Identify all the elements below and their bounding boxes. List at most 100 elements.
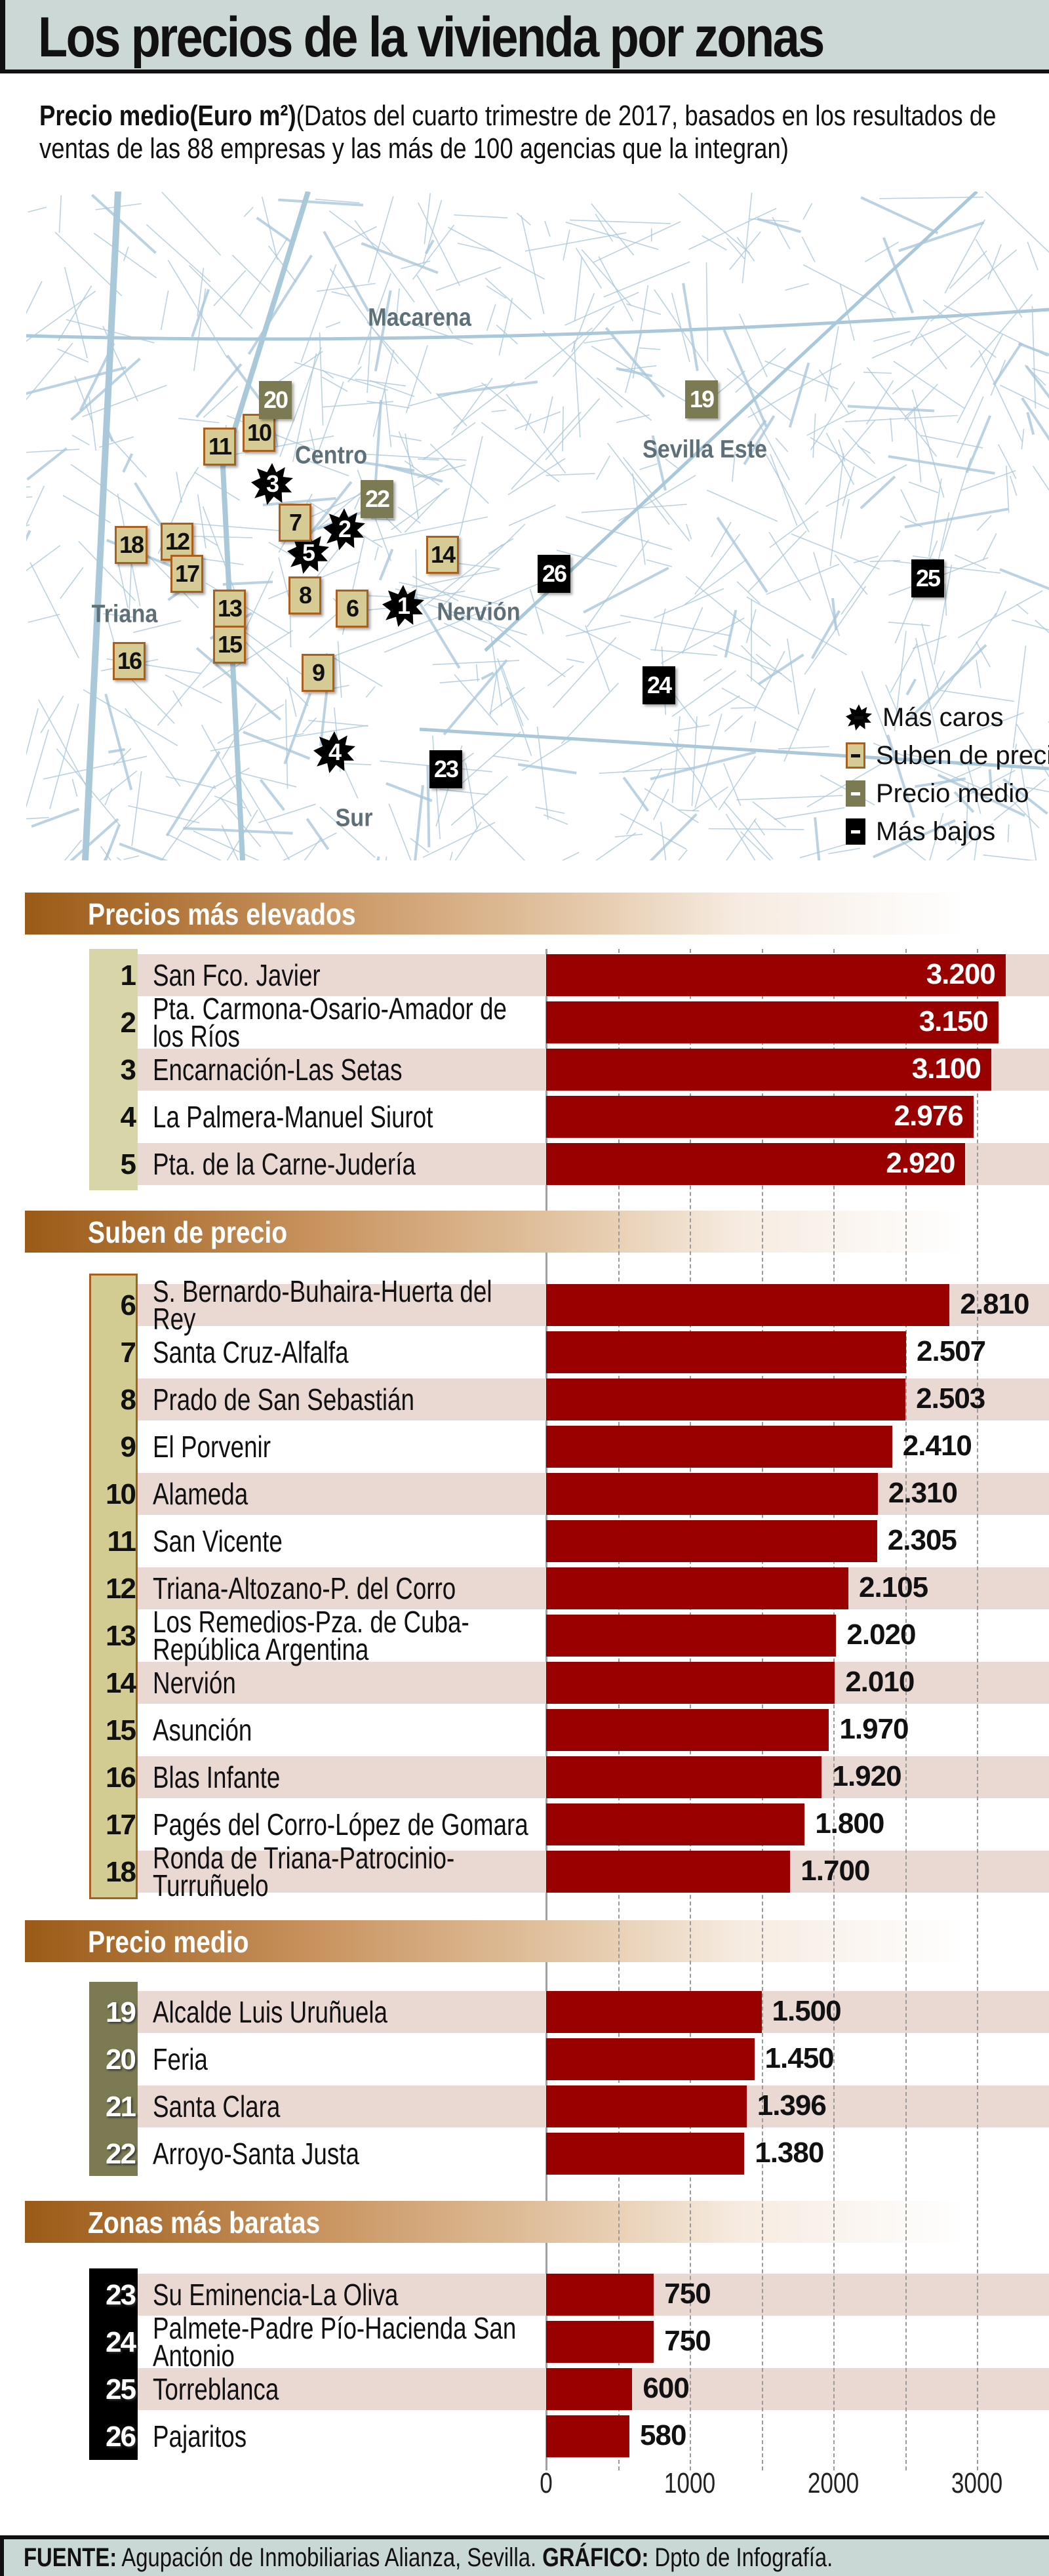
street-line [738, 313, 768, 378]
street-line [543, 814, 568, 825]
street-line [694, 714, 722, 808]
zone-label-text: Arroyo-Santa Justa [153, 2137, 359, 2171]
street-line [671, 670, 736, 717]
street-line [866, 367, 938, 457]
map-area-label: Nervión [437, 598, 521, 626]
street-line [26, 281, 43, 315]
street-line [665, 458, 681, 471]
street-line [768, 531, 812, 601]
street-line [802, 203, 813, 220]
street-line [1024, 364, 1046, 386]
street-line [873, 331, 911, 342]
street-line [492, 755, 530, 762]
street-line [871, 315, 970, 359]
street-line [300, 264, 337, 363]
street-line [113, 748, 132, 766]
street-line [1016, 603, 1029, 614]
street-line [334, 226, 377, 248]
value-label: 2.810 [960, 1288, 1029, 1320]
street-line [722, 329, 768, 428]
street-line [505, 393, 566, 474]
street-line [323, 401, 393, 408]
street-line [564, 291, 639, 326]
zone-label: Pta. Carmona-Osario-Amador de los Ríos [153, 994, 538, 1051]
street-line [870, 559, 901, 562]
map-marker: 16 [113, 642, 146, 680]
zone-label-text: Encarnación-Las Setas [153, 1053, 403, 1087]
x-tick-label: 2000 [807, 2467, 860, 2499]
street-line [454, 214, 507, 218]
gridline [833, 949, 835, 2470]
street-line [40, 695, 64, 733]
street-line [308, 460, 349, 477]
value-label: 2.305 [887, 1524, 957, 1556]
street-line [620, 813, 687, 850]
street-line [221, 824, 239, 860]
street-line [791, 533, 880, 570]
street-line [146, 224, 211, 283]
street-line [622, 747, 683, 773]
street-line [475, 664, 479, 682]
street-line [26, 447, 68, 481]
street-line [954, 554, 987, 569]
street-line [454, 821, 482, 860]
street-line [452, 381, 515, 429]
street-line [812, 413, 816, 458]
street-line [381, 241, 393, 254]
street-line [231, 254, 271, 292]
street-line [910, 315, 932, 346]
street-line [321, 376, 348, 392]
street-line [882, 237, 914, 313]
value-label: 2.410 [902, 1430, 972, 1462]
section-title: Zonas más baratas [88, 2205, 321, 2240]
value-label: 1.970 [839, 1713, 909, 1745]
street-line [904, 508, 1008, 529]
street-line [747, 531, 807, 593]
street-line [319, 332, 324, 426]
street-line [622, 776, 650, 812]
street-line [449, 852, 453, 860]
street-line [573, 340, 581, 438]
street-line [893, 361, 965, 409]
zone-label-text: El Porvenir [153, 1430, 271, 1464]
value-label: 2.020 [846, 1619, 916, 1651]
street-line [49, 703, 79, 809]
street-line [660, 617, 745, 664]
street-line [990, 359, 1006, 396]
street-line [775, 437, 789, 453]
street-line [239, 775, 290, 860]
street-line [725, 813, 756, 860]
street-line [799, 843, 846, 858]
street-line [561, 851, 580, 860]
street-line [116, 856, 122, 860]
subtitle-unit: Precio medio(Euro m²) [39, 100, 296, 132]
street-line [1012, 645, 1027, 748]
street-line [583, 567, 669, 614]
street-line [28, 207, 47, 213]
zone-label-text: Pajaritos [153, 2419, 247, 2453]
street-line [481, 382, 519, 413]
street-line [732, 451, 736, 482]
street-line [82, 384, 167, 418]
street-line [372, 350, 395, 437]
bar [546, 1284, 950, 1326]
street-line [226, 809, 258, 860]
street-line [481, 422, 560, 483]
river [82, 191, 121, 860]
bar [546, 1851, 791, 1893]
street-map-lines [26, 191, 1049, 860]
street-line [26, 342, 73, 401]
street-line [470, 806, 526, 860]
street-line [953, 791, 975, 813]
street-line [489, 671, 498, 715]
map-marker: 18 [115, 526, 148, 564]
street-line [203, 536, 218, 546]
street-line [735, 348, 786, 393]
street-line [759, 442, 810, 533]
street-line [682, 607, 703, 654]
street-line [847, 405, 935, 413]
value-label: 2.507 [917, 1335, 986, 1367]
street-line [892, 334, 966, 395]
street-line [524, 232, 627, 252]
x-tick-label: 1000 [663, 2467, 716, 2499]
